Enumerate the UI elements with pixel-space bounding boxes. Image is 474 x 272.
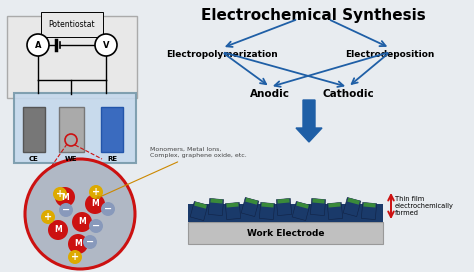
FancyBboxPatch shape xyxy=(310,198,326,216)
Text: +: + xyxy=(56,189,64,199)
Text: +: + xyxy=(71,252,79,262)
FancyBboxPatch shape xyxy=(312,199,325,203)
Text: RE: RE xyxy=(107,156,117,162)
Circle shape xyxy=(68,250,82,264)
FancyBboxPatch shape xyxy=(292,202,310,221)
FancyBboxPatch shape xyxy=(194,202,207,209)
Circle shape xyxy=(25,159,135,269)
Text: WE: WE xyxy=(65,156,77,162)
FancyBboxPatch shape xyxy=(226,203,238,208)
FancyBboxPatch shape xyxy=(210,199,223,203)
Text: M: M xyxy=(91,199,99,209)
Circle shape xyxy=(85,194,105,214)
Text: Thin film
electrochemically
formed: Thin film electrochemically formed xyxy=(395,196,454,216)
Circle shape xyxy=(55,187,75,207)
Text: −: − xyxy=(104,204,112,214)
FancyBboxPatch shape xyxy=(347,198,360,205)
FancyBboxPatch shape xyxy=(59,107,84,152)
FancyBboxPatch shape xyxy=(190,202,208,221)
Circle shape xyxy=(68,234,88,254)
Circle shape xyxy=(72,212,92,232)
Text: A: A xyxy=(35,41,41,50)
Text: M: M xyxy=(54,225,62,234)
Text: +: + xyxy=(44,212,52,222)
FancyBboxPatch shape xyxy=(7,16,137,98)
Text: +: + xyxy=(92,187,100,197)
Text: Work Electrode: Work Electrode xyxy=(247,228,324,237)
Text: M: M xyxy=(61,193,69,202)
Circle shape xyxy=(41,210,55,224)
Text: M: M xyxy=(74,240,82,249)
Circle shape xyxy=(95,34,117,56)
Text: Potentiostat: Potentiostat xyxy=(49,20,95,29)
Circle shape xyxy=(89,185,103,199)
Circle shape xyxy=(48,220,68,240)
FancyBboxPatch shape xyxy=(101,107,123,152)
FancyBboxPatch shape xyxy=(276,198,292,216)
FancyBboxPatch shape xyxy=(225,202,241,220)
FancyBboxPatch shape xyxy=(343,197,361,217)
Text: V: V xyxy=(103,41,109,50)
Circle shape xyxy=(101,202,115,216)
FancyBboxPatch shape xyxy=(23,107,45,152)
Text: −: − xyxy=(86,237,94,247)
FancyBboxPatch shape xyxy=(241,197,259,217)
FancyArrow shape xyxy=(296,100,322,142)
FancyBboxPatch shape xyxy=(259,202,274,220)
FancyBboxPatch shape xyxy=(209,198,224,216)
FancyBboxPatch shape xyxy=(245,198,258,205)
FancyBboxPatch shape xyxy=(361,202,377,220)
Text: Monomers, Metal Ions,
Complex, graphene oxide, etc.: Monomers, Metal Ions, Complex, graphene … xyxy=(97,147,247,199)
Text: Electropolymerization: Electropolymerization xyxy=(166,50,278,59)
FancyBboxPatch shape xyxy=(188,222,383,244)
Text: −: − xyxy=(62,205,70,215)
Text: Cathodic: Cathodic xyxy=(322,89,374,99)
Text: Electrochemical Synthesis: Electrochemical Synthesis xyxy=(201,8,425,23)
FancyBboxPatch shape xyxy=(188,204,383,222)
Circle shape xyxy=(89,219,103,233)
FancyBboxPatch shape xyxy=(328,202,343,220)
FancyBboxPatch shape xyxy=(296,202,309,209)
Text: Anodic: Anodic xyxy=(250,89,290,99)
Text: M: M xyxy=(78,218,86,227)
Circle shape xyxy=(59,203,73,217)
FancyBboxPatch shape xyxy=(277,199,290,203)
FancyBboxPatch shape xyxy=(364,203,376,208)
FancyBboxPatch shape xyxy=(261,203,273,208)
Circle shape xyxy=(27,34,49,56)
FancyBboxPatch shape xyxy=(328,203,341,208)
Text: CE: CE xyxy=(29,156,39,162)
Circle shape xyxy=(53,187,67,201)
Circle shape xyxy=(83,235,97,249)
FancyBboxPatch shape xyxy=(14,93,136,163)
Text: Electrodeposition: Electrodeposition xyxy=(346,50,435,59)
Text: −: − xyxy=(92,221,100,231)
